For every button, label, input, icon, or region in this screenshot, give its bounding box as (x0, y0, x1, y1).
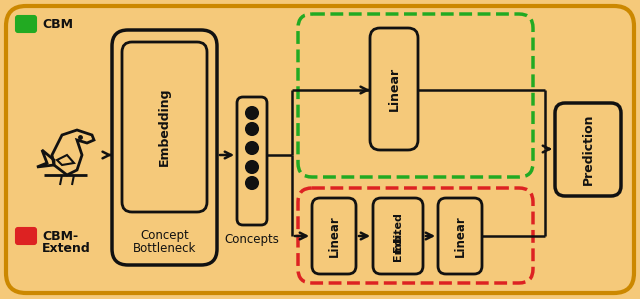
FancyBboxPatch shape (6, 6, 634, 293)
Text: Concept: Concept (140, 230, 189, 242)
Circle shape (246, 107, 258, 119)
FancyBboxPatch shape (312, 198, 356, 274)
Circle shape (246, 177, 258, 189)
Text: Linear: Linear (387, 67, 401, 111)
Text: Embedding: Embedding (158, 88, 171, 166)
Circle shape (246, 123, 258, 135)
Text: Prediction: Prediction (582, 114, 595, 185)
FancyBboxPatch shape (122, 42, 207, 212)
FancyBboxPatch shape (555, 103, 621, 196)
FancyBboxPatch shape (438, 198, 482, 274)
Text: Linear: Linear (328, 215, 340, 257)
Circle shape (246, 142, 258, 154)
Text: Concepts: Concepts (225, 234, 280, 246)
Text: Bottleneck: Bottleneck (133, 242, 196, 256)
Text: Extend: Extend (42, 242, 91, 256)
FancyBboxPatch shape (16, 228, 36, 244)
FancyBboxPatch shape (112, 30, 217, 265)
Text: Emb.: Emb. (393, 229, 403, 261)
Circle shape (246, 161, 258, 173)
FancyBboxPatch shape (237, 97, 267, 225)
Text: CBM-: CBM- (42, 230, 78, 242)
FancyBboxPatch shape (16, 16, 36, 32)
FancyBboxPatch shape (370, 28, 418, 150)
Text: Edited: Edited (393, 212, 403, 252)
Text: Linear: Linear (454, 215, 467, 257)
FancyBboxPatch shape (373, 198, 423, 274)
Text: CBM: CBM (42, 19, 73, 31)
